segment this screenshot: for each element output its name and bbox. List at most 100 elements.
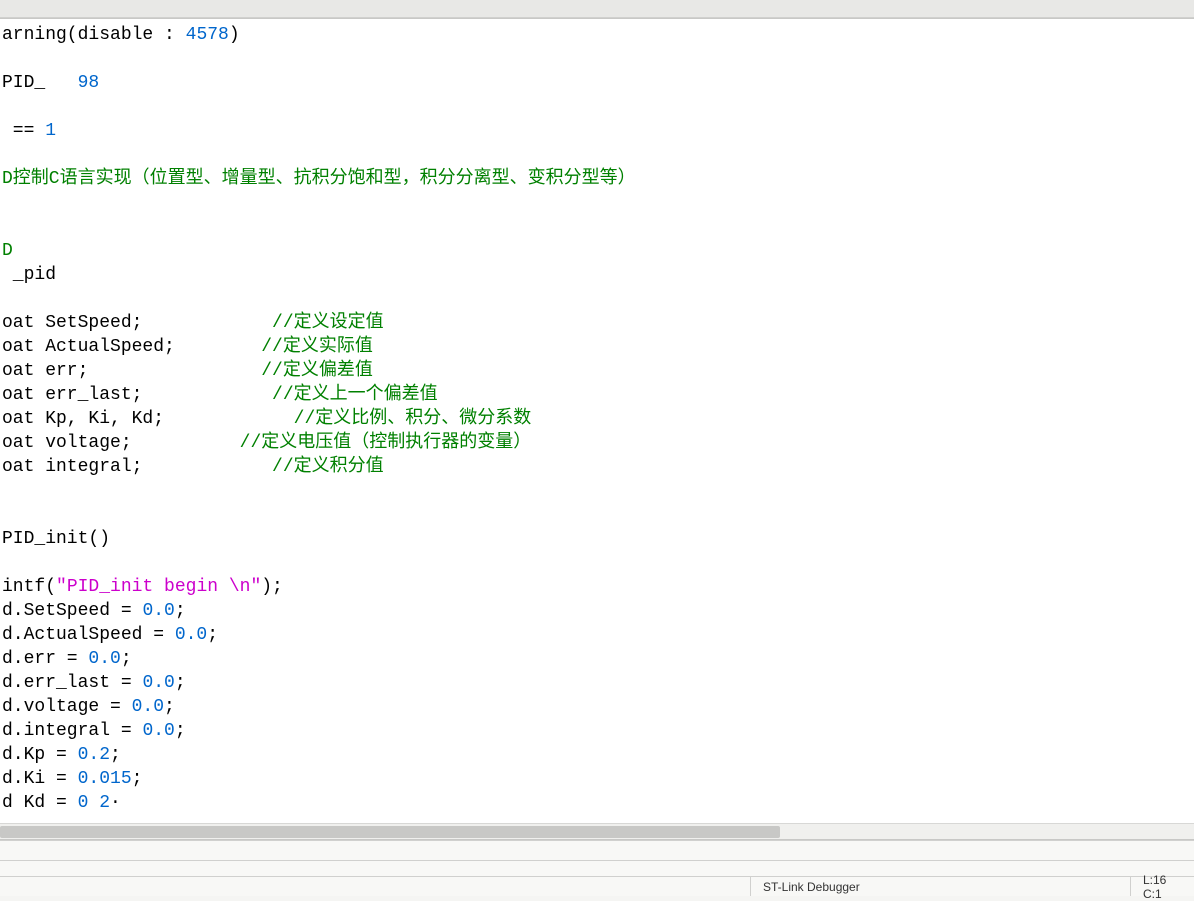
code-line[interactable] bbox=[0, 191, 1194, 215]
status-bar: ST-Link Debugger L:16 C:1 bbox=[0, 876, 1194, 896]
code-token: 0.2 bbox=[78, 745, 110, 765]
code-line[interactable]: D控制C语言实现（位置型、增量型、抗积分饱和型，积分分离型、变积分型等） bbox=[0, 167, 1194, 191]
code-token: d.SetSpeed = bbox=[2, 601, 142, 621]
status-debugger-label: ST-Link Debugger bbox=[763, 880, 860, 894]
code-line[interactable]: oat err; //定义偏差值 bbox=[0, 359, 1194, 383]
code-token: _pid bbox=[2, 265, 56, 285]
code-line[interactable] bbox=[0, 95, 1194, 119]
code-line[interactable]: d.integral = 0.0; bbox=[0, 719, 1194, 743]
code-token: ; bbox=[164, 697, 175, 717]
code-token: 1 bbox=[45, 121, 56, 141]
panel-row-1 bbox=[0, 840, 1194, 860]
code-line[interactable]: PID_ 98 bbox=[0, 71, 1194, 95]
code-line[interactable]: oat integral; //定义积分值 bbox=[0, 455, 1194, 479]
code-token: oat err; bbox=[2, 361, 261, 381]
status-spacer bbox=[0, 877, 750, 896]
code-token: //定义设定值 bbox=[272, 313, 384, 333]
bottom-panels bbox=[0, 840, 1194, 880]
code-token: oat ActualSpeed; bbox=[2, 337, 261, 357]
code-token: ; bbox=[121, 649, 132, 669]
code-token: //定义偏差值 bbox=[261, 361, 373, 381]
code-token: //定义实际值 bbox=[261, 337, 373, 357]
code-line[interactable]: d Kd = 0 2· bbox=[0, 791, 1194, 815]
code-token: 0.015 bbox=[78, 769, 132, 789]
code-line[interactable]: d.voltage = 0.0; bbox=[0, 695, 1194, 719]
code-line[interactable]: arning(disable : 4578) bbox=[0, 23, 1194, 47]
code-token: ); bbox=[261, 577, 283, 597]
code-token: //定义上一个偏差值 bbox=[272, 385, 438, 405]
code-token: //定义积分值 bbox=[272, 457, 384, 477]
code-token: ; bbox=[110, 745, 121, 765]
code-token: 0.0 bbox=[88, 649, 120, 669]
code-line[interactable]: oat voltage; //定义电压值（控制执行器的变量） bbox=[0, 431, 1194, 455]
code-token: 0.0 bbox=[142, 601, 174, 621]
code-token: d.voltage = bbox=[2, 697, 132, 717]
code-line[interactable]: D bbox=[0, 239, 1194, 263]
code-token: arning(disable : bbox=[2, 25, 186, 45]
code-token: oat integral; bbox=[2, 457, 272, 477]
code-token: 0.0 bbox=[175, 625, 207, 645]
code-line[interactable]: == 1 bbox=[0, 119, 1194, 143]
horizontal-scrollbar-thumb[interactable] bbox=[0, 826, 780, 838]
code-token: ; bbox=[132, 769, 143, 789]
code-token: d.integral = bbox=[2, 721, 142, 741]
status-cursor-position: L:16 C:1 bbox=[1130, 877, 1194, 896]
code-line[interactable] bbox=[0, 551, 1194, 575]
code-line[interactable]: intf("PID_init begin \n"); bbox=[0, 575, 1194, 599]
code-line[interactable]: oat err_last; //定义上一个偏差值 bbox=[0, 383, 1194, 407]
code-token: d.err = bbox=[2, 649, 88, 669]
code-line[interactable] bbox=[0, 143, 1194, 167]
code-token: "PID_init begin \n" bbox=[56, 577, 261, 597]
code-token: 4578 bbox=[186, 25, 229, 45]
code-token: 0 2 bbox=[78, 793, 110, 813]
code-token: d.Ki = bbox=[2, 769, 78, 789]
status-debugger[interactable]: ST-Link Debugger bbox=[750, 877, 1130, 896]
code-line[interactable]: PID_init() bbox=[0, 527, 1194, 551]
code-line[interactable] bbox=[0, 503, 1194, 527]
toolbar-area bbox=[0, 0, 1194, 18]
code-token: ; bbox=[175, 601, 186, 621]
code-line[interactable]: d.Kp = 0.2; bbox=[0, 743, 1194, 767]
code-token: ; bbox=[175, 673, 186, 693]
code-token: PID_ bbox=[2, 73, 78, 93]
code-line[interactable] bbox=[0, 47, 1194, 71]
code-token: 0.0 bbox=[132, 697, 164, 717]
code-editor[interactable]: arning(disable : 4578) PID_ 98 == 1 D控制C… bbox=[0, 18, 1194, 840]
code-line[interactable]: d.err = 0.0; bbox=[0, 647, 1194, 671]
code-token: oat SetSpeed; bbox=[2, 313, 272, 333]
code-token: d Kd = bbox=[2, 793, 78, 813]
code-token: PID_init() bbox=[2, 529, 110, 549]
status-cursor-label: L:16 C:1 bbox=[1143, 873, 1182, 901]
code-token: d.ActualSpeed = bbox=[2, 625, 175, 645]
code-line[interactable] bbox=[0, 215, 1194, 239]
code-token: ; bbox=[207, 625, 218, 645]
code-line[interactable]: d.SetSpeed = 0.0; bbox=[0, 599, 1194, 623]
code-line[interactable] bbox=[0, 479, 1194, 503]
code-line[interactable] bbox=[0, 287, 1194, 311]
code-token: //定义比例、积分、微分系数 bbox=[294, 409, 532, 429]
code-line[interactable]: d.Ki = 0.015; bbox=[0, 767, 1194, 791]
code-token: oat voltage; bbox=[2, 433, 240, 453]
code-token: //定义电压值（控制执行器的变量） bbox=[240, 433, 532, 453]
code-line[interactable]: _pid bbox=[0, 263, 1194, 287]
code-token: d.err_last = bbox=[2, 673, 142, 693]
code-token: == bbox=[2, 121, 45, 141]
code-token: intf( bbox=[2, 577, 56, 597]
code-line[interactable]: d.ActualSpeed = 0.0; bbox=[0, 623, 1194, 647]
code-content[interactable]: arning(disable : 4578) PID_ 98 == 1 D控制C… bbox=[0, 23, 1194, 815]
code-token: ) bbox=[229, 25, 240, 45]
code-token: D bbox=[2, 241, 13, 261]
code-token: 0.0 bbox=[142, 721, 174, 741]
code-token: 98 bbox=[78, 73, 100, 93]
code-token: · bbox=[110, 793, 121, 813]
horizontal-scrollbar[interactable] bbox=[0, 823, 1194, 839]
code-line[interactable]: oat Kp, Ki, Kd; //定义比例、积分、微分系数 bbox=[0, 407, 1194, 431]
code-token: 0.0 bbox=[142, 673, 174, 693]
code-token: ; bbox=[175, 721, 186, 741]
code-line[interactable]: d.err_last = 0.0; bbox=[0, 671, 1194, 695]
code-line[interactable]: oat ActualSpeed; //定义实际值 bbox=[0, 335, 1194, 359]
code-token: d.Kp = bbox=[2, 745, 78, 765]
code-token: oat Kp, Ki, Kd; bbox=[2, 409, 294, 429]
code-line[interactable]: oat SetSpeed; //定义设定值 bbox=[0, 311, 1194, 335]
code-token: oat err_last; bbox=[2, 385, 272, 405]
